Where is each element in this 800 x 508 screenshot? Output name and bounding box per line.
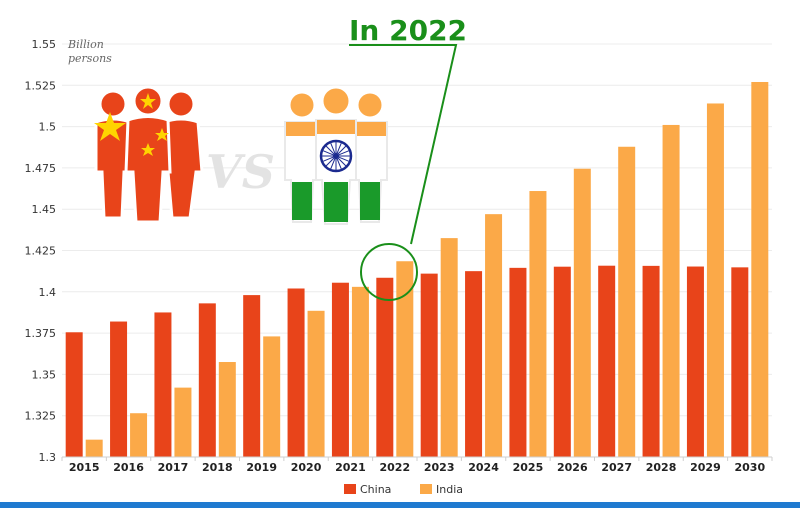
bar-india-2025: [529, 191, 547, 457]
bar-china-2025: [509, 267, 527, 457]
bottom-accent-bar: [0, 502, 800, 508]
x-tick-label: 2019: [246, 461, 277, 474]
india-people-illustration: [284, 85, 388, 225]
annotation-leader-line: [349, 44, 458, 245]
bar-india-2021: [351, 286, 369, 457]
bars: [65, 81, 769, 458]
legend: China India: [344, 483, 463, 496]
bar-india-2015: [85, 439, 103, 457]
bar-china-2018: [198, 303, 216, 457]
x-tick-label: 2028: [646, 461, 677, 474]
x-tick-label: 2030: [735, 461, 766, 474]
annotation-text: In 2022: [349, 14, 467, 47]
india-person-icon: [284, 90, 320, 223]
y-tick-label: 1.425: [25, 245, 57, 258]
y-tick-label: 1.55: [32, 38, 57, 51]
bar-china-2017: [154, 312, 172, 457]
bar-china-2022: [376, 277, 394, 457]
x-tick-label: 2024: [468, 461, 499, 474]
bar-india-2030: [751, 81, 769, 457]
india-person-icon: [352, 90, 388, 223]
versus-mark: VS: [206, 145, 275, 199]
bar-india-2024: [485, 214, 503, 457]
annotation-circle: [360, 243, 418, 301]
y-tick-label: 1.4: [39, 286, 57, 299]
bar-china-2028: [642, 265, 660, 457]
y-axis-label-line2: persons: [68, 52, 112, 65]
x-tick-label: 2021: [335, 461, 366, 474]
bar-china-2029: [686, 266, 704, 457]
y-tick-label: 1.5: [39, 121, 57, 134]
bar-india-2017: [174, 387, 192, 457]
x-tick-label: 2022: [380, 461, 411, 474]
bar-china-2023: [420, 273, 438, 457]
x-tick-label: 2015: [69, 461, 100, 474]
bar-china-2030: [731, 267, 749, 457]
bar-china-2016: [110, 321, 128, 457]
x-tick-label: 2027: [601, 461, 632, 474]
x-axis-ticks: 2015 2016 2017 2018 2019 2020 2021 2022 2023 2024…: [61, 457, 773, 474]
y-axis-label: Billion: [67, 38, 104, 51]
bar-china-2019: [243, 295, 261, 457]
x-tick-label: 2025: [513, 461, 544, 474]
y-tick-label: 1.475: [25, 162, 57, 175]
x-tick-label: 2026: [557, 461, 588, 474]
china-person-icon: [124, 85, 172, 224]
y-tick-label: 1.375: [25, 327, 57, 340]
y-tick-label: 1.325: [25, 410, 57, 423]
bar-china-2024: [465, 271, 483, 457]
x-tick-label: 2018: [202, 461, 233, 474]
china-person-icon: [162, 89, 204, 220]
china-person-icon: [94, 89, 132, 220]
ashoka-chakra-icon: [319, 139, 353, 173]
bar-india-2016: [130, 413, 148, 457]
china-people-illustration: [94, 85, 204, 224]
y-tick-label: 1.3: [39, 451, 57, 464]
star-icon: [141, 143, 155, 156]
bar-china-2026: [553, 266, 571, 457]
legend-swatch-india: [420, 484, 432, 494]
x-tick-label: 2017: [158, 461, 189, 474]
bar-china-2021: [331, 282, 349, 457]
y-tick-label: 1.35: [32, 368, 57, 381]
x-tick-label: 2020: [291, 461, 322, 474]
bar-china-2015: [65, 332, 83, 457]
star-icon: [155, 128, 169, 141]
star-icon: [94, 112, 126, 141]
star-icon: [140, 93, 156, 109]
annotation-callout: In 2022: [349, 14, 467, 301]
y-tick-label: 1.525: [25, 79, 57, 92]
bar-china-2027: [598, 265, 616, 457]
bar-india-2018: [218, 362, 236, 457]
bar-india-2020: [307, 310, 325, 457]
y-axis-ticks: 1.3 1.325 1.35 1.375 1.4 1.425 1.45 1.475 1.5 1.5…: [25, 38, 57, 464]
x-tick-label: 2016: [113, 461, 144, 474]
legend-label-china: China: [360, 483, 391, 496]
legend-label-india: India: [436, 483, 463, 496]
x-tick-label: 2029: [690, 461, 721, 474]
y-tick-label: 1.45: [32, 203, 57, 216]
bar-india-2029: [706, 103, 724, 458]
bar-india-2027: [618, 146, 636, 457]
bar-india-2023: [440, 238, 458, 457]
x-tick-label: 2023: [424, 461, 455, 474]
bar-india-2028: [662, 124, 680, 457]
legend-swatch-china: [344, 484, 356, 494]
bar-india-2022: [396, 261, 414, 457]
bar-india-2019: [263, 336, 281, 457]
bar-india-2026: [573, 168, 591, 457]
bar-china-2020: [287, 288, 305, 457]
